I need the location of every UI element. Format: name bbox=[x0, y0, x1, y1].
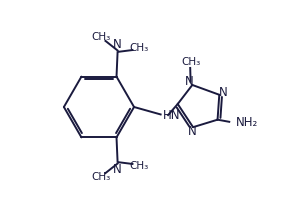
Text: HN: HN bbox=[163, 109, 180, 122]
Text: N: N bbox=[185, 75, 194, 88]
Text: N: N bbox=[219, 86, 227, 99]
Text: N: N bbox=[113, 163, 122, 176]
Text: CH₃: CH₃ bbox=[92, 32, 111, 42]
Text: CH₃: CH₃ bbox=[129, 43, 148, 53]
Text: CH₃: CH₃ bbox=[92, 172, 111, 182]
Text: CH₃: CH₃ bbox=[182, 57, 201, 67]
Text: NH₂: NH₂ bbox=[236, 116, 258, 129]
Text: N: N bbox=[188, 125, 196, 138]
Text: N: N bbox=[113, 38, 122, 51]
Text: CH₃: CH₃ bbox=[129, 161, 148, 171]
